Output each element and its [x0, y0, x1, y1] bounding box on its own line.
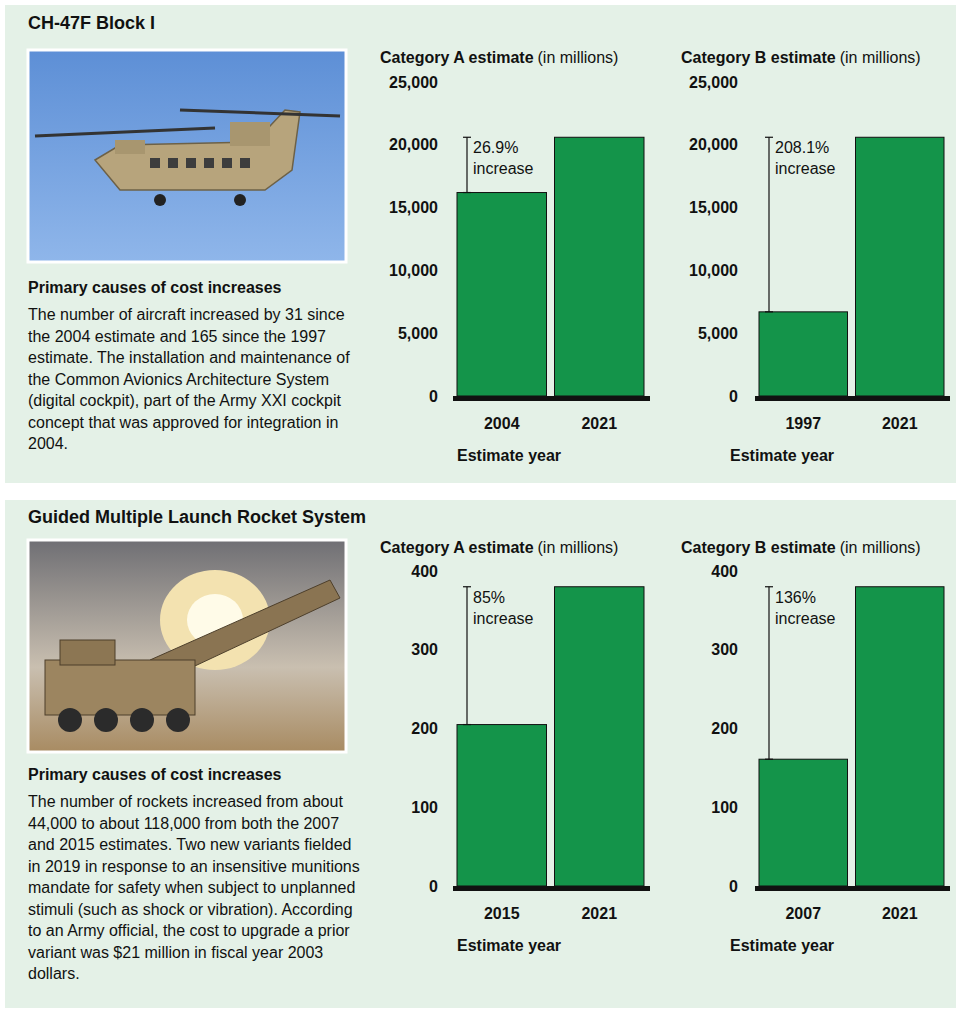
y-tick-label: 5,000 [398, 325, 438, 342]
chart-title: Category B estimate(in millions) [681, 49, 921, 66]
y-tick-label: 15,000 [689, 199, 738, 216]
bar [457, 193, 547, 396]
baseline [453, 886, 650, 891]
increase-bracket [765, 587, 773, 759]
panel-title: Guided Multiple Launch Rocket System [28, 507, 366, 528]
bar [856, 587, 945, 886]
x-axis-title: Estimate year [730, 937, 834, 954]
x-tick-label: 2021 [882, 415, 918, 432]
y-tick-label: 0 [429, 388, 438, 405]
y-tick-label: 300 [411, 641, 438, 658]
photo [28, 540, 346, 752]
photo [28, 50, 346, 262]
x-tick-label: 2007 [785, 905, 821, 922]
title-text: Category A estimate [380, 539, 534, 556]
annotation: 26.9%increase [473, 139, 534, 177]
y-tick-label: 400 [411, 563, 438, 580]
bars [457, 587, 644, 886]
y-tick-label: 25,000 [389, 74, 438, 91]
y-tick-label: 200 [411, 720, 438, 737]
y-tick-label: 15,000 [389, 199, 438, 216]
causes-text: The number of rockets increased from abo… [28, 791, 366, 985]
x-tick-label: 2015 [484, 905, 520, 922]
baseline [755, 886, 950, 891]
y-tick-label: 100 [411, 799, 438, 816]
x-axis-title: Estimate year [457, 937, 561, 954]
bar [555, 137, 645, 396]
y-tick-label: 20,000 [689, 136, 738, 153]
annotation: 85%increase [473, 589, 534, 627]
bar [555, 587, 645, 886]
causes-heading: Primary causes of cost increases [28, 279, 281, 297]
chart-title: Category B estimate(in millions) [681, 539, 921, 556]
y-tick-label: 300 [711, 641, 738, 658]
panel-title: CH-47F Block I [28, 13, 155, 34]
causes-heading: Primary causes of cost increases [28, 766, 281, 784]
bar [759, 312, 848, 396]
y-tick-label: 200 [711, 720, 738, 737]
causes-text: The number of aircraft increased by 31 s… [28, 304, 366, 455]
subtitle-text: (in millions) [840, 49, 921, 66]
baseline [453, 396, 650, 401]
title-text: Category B estimate [681, 539, 836, 556]
bar-chart: Category A estimate(in millions) 0 100 200 3… [380, 539, 650, 954]
x-tick-label: 2021 [581, 905, 617, 922]
chart-title: Category A estimate(in millions) [380, 49, 618, 66]
subtitle-text: (in millions) [840, 539, 921, 556]
increase-bracket [463, 137, 471, 192]
chart-canvas: Category A estimate(in millions)05,00010… [0, 0, 961, 1013]
title-text: Category A estimate [380, 49, 534, 66]
x-axis-title: Estimate year [730, 447, 834, 464]
title-text: Category B estimate [681, 49, 836, 66]
increase-bracket [463, 587, 471, 725]
bars [759, 137, 944, 396]
bar [856, 137, 945, 396]
y-tick-label: 5,000 [698, 325, 738, 342]
x-tick-label: 1997 [785, 415, 821, 432]
bar-chart: Category B estimate(in millions) 0 5,000 10… [681, 49, 950, 464]
y-tick-label: 0 [429, 878, 438, 895]
bar-chart: Category B estimate(in millions) 0 100 200 3… [681, 539, 950, 954]
x-tick-label: 2021 [581, 415, 617, 432]
bar [759, 759, 848, 886]
x-tick-label: 2021 [882, 905, 918, 922]
y-tick-label: 25,000 [689, 74, 738, 91]
y-tick-label: 10,000 [389, 262, 438, 279]
y-tick-label: 0 [729, 388, 738, 405]
bar-chart: Category A estimate(in millions) 0 5,000 10… [380, 49, 650, 464]
y-tick-label: 400 [711, 563, 738, 580]
bars [759, 587, 944, 886]
chart-title: Category A estimate(in millions) [380, 539, 618, 556]
y-tick-label: 10,000 [689, 262, 738, 279]
bars [457, 137, 644, 396]
annotation: 136%increase [775, 589, 836, 627]
subtitle-text: (in millions) [538, 539, 619, 556]
y-tick-label: 20,000 [389, 136, 438, 153]
bar [457, 725, 547, 886]
y-tick-label: 100 [711, 799, 738, 816]
y-tick-label: 0 [729, 878, 738, 895]
baseline [755, 396, 950, 401]
annotation: 208.1%increase [775, 139, 836, 177]
subtitle-text: (in millions) [538, 49, 619, 66]
x-axis-title: Estimate year [457, 447, 561, 464]
increase-bracket [765, 137, 773, 312]
x-tick-label: 2004 [484, 415, 520, 432]
